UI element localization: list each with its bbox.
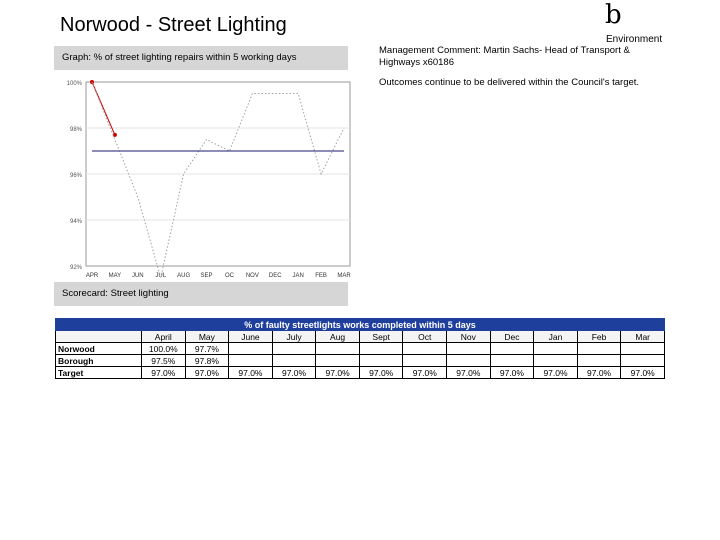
x-tick-label: APR <box>86 273 99 279</box>
table-cell: 97.0% <box>489 366 535 379</box>
table-cell <box>620 342 665 355</box>
month-header: Nov <box>446 330 491 343</box>
table-cell <box>402 354 448 367</box>
table-cell: 97.0% <box>620 366 665 379</box>
month-header: Mar <box>620 330 665 343</box>
table-cell <box>576 342 622 355</box>
table-cell: 97.8% <box>184 354 230 367</box>
month-header: Oct <box>402 330 448 343</box>
table-cell: 97.0% <box>358 366 404 379</box>
table-cell <box>620 354 665 367</box>
outcome-comment: Outcomes continue to be delivered within… <box>379 77 640 88</box>
row-label: Norwood <box>55 342 142 355</box>
month-header: June <box>228 330 273 343</box>
table-row: Borough 97.5% 97.8% <box>55 354 665 367</box>
table-cell <box>489 342 535 355</box>
month-header: Aug <box>315 330 360 343</box>
department-label: Environment <box>606 34 663 45</box>
table-cell: 97.0% <box>533 366 578 379</box>
y-tick-label: 100% <box>67 81 83 87</box>
row-label: Borough <box>55 354 142 367</box>
page-title: Norwood - Street Lighting <box>60 14 287 36</box>
table-cell <box>315 354 360 367</box>
table-cell <box>358 354 404 367</box>
table-cell: 100.0% <box>141 342 186 355</box>
data-point <box>112 132 117 137</box>
y-tick-label: 98% <box>70 127 83 133</box>
y-tick-label: 96% <box>70 173 83 179</box>
table-cell <box>228 342 273 355</box>
series-line-2 <box>91 81 345 278</box>
x-tick-label: FEB <box>315 273 327 279</box>
x-tick-label: NOV <box>246 273 259 279</box>
series-line-1 <box>91 81 116 136</box>
x-tick-label: JUN <box>132 273 144 279</box>
month-header: Sept <box>358 330 404 343</box>
table-row: Norwood 100.0% 97.7% <box>55 342 665 355</box>
table-cell <box>358 342 404 355</box>
x-tick-label: DEC <box>269 273 282 279</box>
table-cell <box>576 354 622 367</box>
scorecard-header: Scorecard: Street lighting <box>54 282 348 306</box>
scorecard-table: % of faulty streetlights works completed… <box>55 318 665 379</box>
x-tick-label: MAR <box>337 273 351 279</box>
x-tick-label: AUG <box>177 273 190 279</box>
table-cell: 97.0% <box>184 366 230 379</box>
council-logo-icon: b <box>605 0 622 30</box>
scorecard-table-title: % of faulty streetlights works completed… <box>55 318 665 331</box>
table-cell <box>228 354 273 367</box>
month-header: May <box>184 330 230 343</box>
table-cell: 97.0% <box>228 366 273 379</box>
management-comment: Management Comment: Martin Sachs- Head o… <box>379 45 630 68</box>
table-cell <box>533 354 578 367</box>
table-cell <box>402 342 448 355</box>
months-corner-cell <box>55 330 142 343</box>
table-cell: 97.5% <box>141 354 186 367</box>
month-header: April <box>141 330 186 343</box>
table-cell: 97.0% <box>271 366 317 379</box>
table-cell <box>271 354 317 367</box>
table-cell: 97.0% <box>315 366 360 379</box>
table-cell <box>446 342 491 355</box>
table-row: Target 97.0% 97.0% 97.0% 97.0% 97.0% 97.0% 97.0… <box>55 366 665 379</box>
table-cell <box>533 342 578 355</box>
graph-header: Graph: % of street lighting repairs with… <box>54 46 348 70</box>
row-label: Target <box>55 366 142 379</box>
month-header: Dec <box>489 330 535 343</box>
x-tick-label: OC <box>225 273 235 279</box>
table-cell: 97.7% <box>184 342 230 355</box>
month-header: Feb <box>576 330 622 343</box>
y-tick-label: 94% <box>70 219 83 225</box>
table-cell <box>315 342 360 355</box>
table-cell: 97.0% <box>402 366 448 379</box>
repairs-line-chart: 100% 98% 96% 94% 92%APR MAY JUN JUL AUG SEP OC NOV D… <box>67 80 351 279</box>
month-header: July <box>271 330 317 343</box>
x-tick-label: MAY <box>109 273 122 279</box>
x-tick-label: JUL <box>155 273 166 279</box>
y-tick-label: 92% <box>70 265 83 271</box>
table-cell: 97.0% <box>446 366 491 379</box>
table-cell <box>271 342 317 355</box>
x-tick-label: JAN <box>293 273 304 279</box>
table-cell <box>489 354 535 367</box>
table-cell: 97.0% <box>141 366 186 379</box>
month-header: Jan <box>533 330 578 343</box>
table-cell <box>446 354 491 367</box>
x-tick-label: SEP <box>201 273 213 279</box>
table-cell: 97.0% <box>576 366 622 379</box>
